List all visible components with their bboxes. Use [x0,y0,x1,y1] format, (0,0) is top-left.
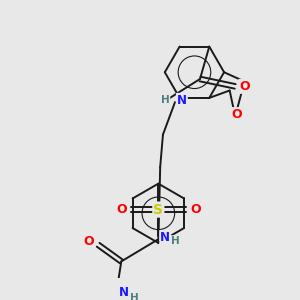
Text: H: H [161,95,170,105]
Text: S: S [153,202,163,217]
Text: N: N [177,94,187,107]
Text: N: N [118,286,128,299]
Text: H: H [130,293,138,300]
Text: O: O [239,80,250,93]
Text: O: O [116,203,127,216]
Text: N: N [160,231,170,244]
Text: O: O [190,203,201,216]
Text: O: O [84,235,94,248]
Text: O: O [232,108,242,121]
Text: H: H [171,236,180,246]
